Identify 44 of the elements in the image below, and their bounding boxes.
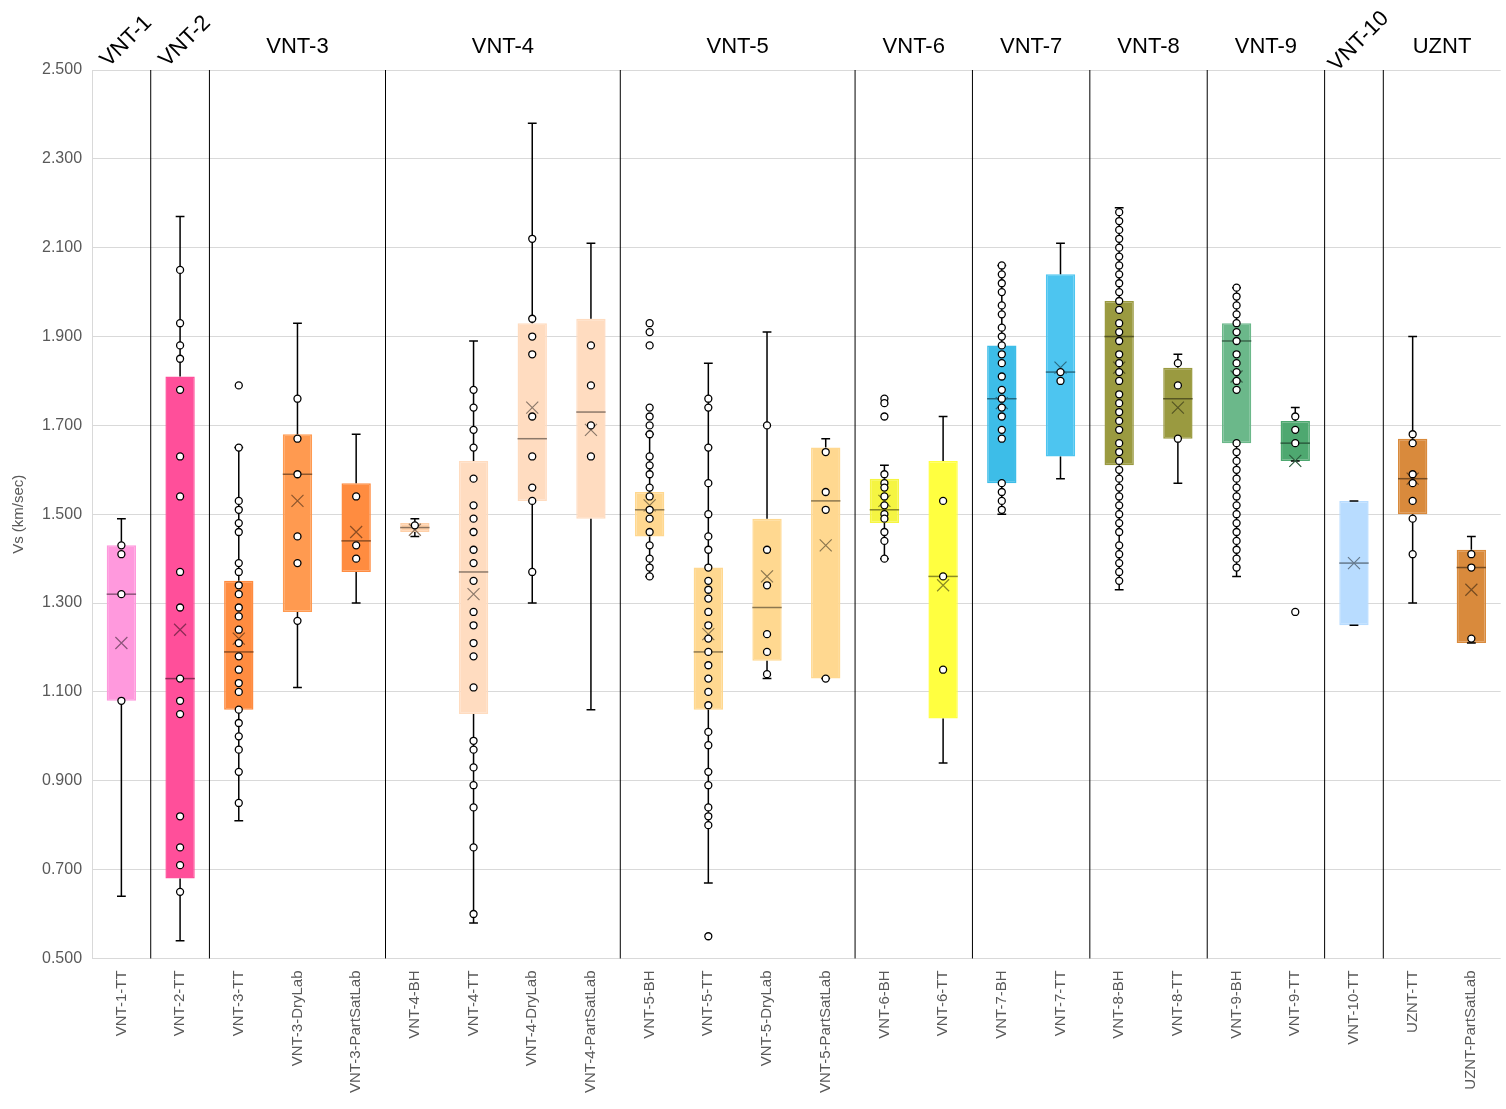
x-tick-label: UZNT-TT — [1402, 970, 1420, 1033]
text: VNT-9 — [1234, 33, 1298, 59]
x-tick-label: VNT-5-PartSatLab — [815, 970, 833, 1094]
x-tick-label: VNT-9-TT — [1285, 970, 1303, 1037]
x-tick-label: VNT-9-BH — [1226, 970, 1244, 1039]
x-tick-label: VNT-7-BH — [991, 970, 1009, 1039]
x-tick-label: VNT-5-TT — [698, 970, 716, 1037]
x-tick-label: VNT-3-TT — [228, 970, 246, 1037]
text: UZNT — [1412, 33, 1472, 59]
y-tick-label: 2.100 — [41, 238, 83, 256]
x-tick-label: UZNT-PartSatLab — [1461, 970, 1479, 1090]
text: VNT-3 — [266, 33, 329, 59]
x-tick-label: VNT-6-TT — [933, 970, 951, 1037]
x-tick-label: VNT-4-PartSatLab — [581, 970, 599, 1094]
x-tick-label: VNT-7-TT — [1050, 970, 1068, 1037]
x-tick-label: VNT-1-TT — [111, 970, 129, 1037]
x-tick-label: VNT-3-DryLab — [287, 970, 305, 1067]
y-axis-title: Vs (km/sec) — [9, 474, 27, 554]
y-tick-label: 1.100 — [41, 682, 83, 700]
x-tick-label: VNT-4-TT — [463, 970, 481, 1037]
x-tick-label: VNT-5-DryLab — [757, 970, 775, 1067]
y-tick-label: 1.700 — [41, 415, 83, 433]
x-tick-label: VNT-4-BH — [405, 970, 422, 1039]
x-tick-label: VNT-8-TT — [1168, 970, 1186, 1037]
y-tick-label: 1.900 — [41, 326, 83, 344]
y-tick-label: 0.700 — [41, 860, 83, 878]
y-tick-label: 1.300 — [41, 593, 83, 611]
x-tick-label: VNT-3-PartSatLab — [346, 970, 364, 1094]
y-tick-label: 2.500 — [41, 60, 83, 78]
x-tick-label: VNT-5-BH — [639, 970, 657, 1039]
x-tick-label: VNT-2-TT — [170, 970, 188, 1037]
text: VNT-8 — [1117, 33, 1180, 59]
x-tick-label: VNT-10-TT — [1344, 970, 1362, 1045]
x-tick-label: VNT-4-DryLab — [522, 970, 540, 1067]
x-tick-label: VNT-8-BH — [1109, 970, 1127, 1039]
text: VNT-5 — [706, 33, 769, 59]
y-tick-label: 0.900 — [41, 771, 83, 789]
text: VNT-7 — [999, 33, 1063, 59]
x-tick-label: VNT-6-BH — [874, 970, 892, 1039]
y-tick-label: 1.500 — [41, 504, 83, 522]
text: VNT-4 — [471, 33, 535, 59]
text: VNT-6 — [882, 33, 945, 59]
y-tick-label: 2.300 — [41, 149, 83, 167]
y-tick-label: 0.500 — [41, 948, 83, 966]
